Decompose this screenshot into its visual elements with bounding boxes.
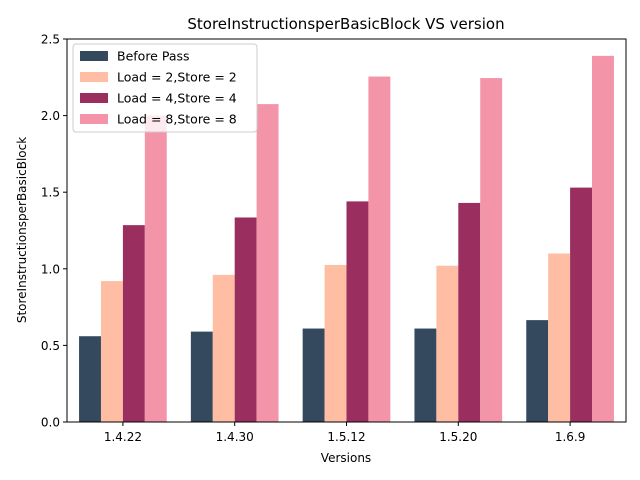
legend-label: Load = 8,Store = 8	[117, 112, 237, 127]
bar-1-4-22-series-2	[100, 281, 123, 422]
x-tick-label: 1.4.22	[104, 430, 142, 444]
bar-1-4-22-series-1	[79, 336, 101, 422]
y-tick-label: 0.5	[41, 339, 60, 353]
legend-swatch	[80, 93, 108, 103]
legend-box	[72, 43, 258, 133]
bar-1-5-12-series-2	[324, 264, 347, 422]
bar-1-4-30-series-3	[234, 217, 257, 422]
legend-swatch	[80, 51, 108, 61]
y-axis-label: StoreInstructionsperBasicBlock	[15, 137, 29, 323]
bar-1-5-20-series-1	[414, 328, 437, 422]
x-tick-label: 1.5.20	[439, 430, 477, 444]
bar-1-5-12-series-3	[346, 201, 369, 422]
legend-swatch	[80, 72, 108, 82]
bar-1-4-30-series-2	[212, 274, 235, 422]
bar-1-6-9-series-4	[592, 55, 614, 422]
bar-1-6-9-series-1	[526, 320, 549, 422]
x-axis: 1.4.22 1.4.30 1.5.12 1.5.20 1.6.9	[104, 422, 586, 444]
legend-label: Load = 2,Store = 2	[117, 70, 237, 85]
x-tick-label: 1.4.30	[216, 430, 254, 444]
y-tick-label: 1.0	[41, 262, 60, 276]
bar-1-6-9-series-3	[570, 187, 593, 422]
y-tick-label: 0.0	[41, 416, 60, 430]
y-tick-label: 2.5	[41, 33, 60, 47]
bar-1-5-20-series-3	[458, 202, 481, 422]
bar-1-4-22-series-4	[144, 115, 167, 422]
x-axis-label: Versions	[321, 451, 371, 465]
bar-1-5-20-series-4	[480, 78, 503, 422]
y-axis: 0.0 0.5 1.0 1.5 2.0 2.5	[41, 33, 67, 430]
y-tick-label: 1.5	[41, 186, 60, 200]
bar-1-5-12-series-4	[368, 76, 391, 422]
x-tick-label: 1.5.12	[327, 430, 365, 444]
y-tick-label: 2.0	[41, 109, 60, 123]
x-tick-label: 1.6.9	[555, 430, 586, 444]
bar-1-4-30-series-4	[256, 104, 279, 423]
legend-label: Load = 4,Store = 4	[117, 91, 237, 106]
bar-1-5-12-series-1	[302, 328, 325, 422]
bars-layer	[79, 55, 614, 423]
bar-1-6-9-series-2	[548, 253, 571, 422]
bar-1-5-20-series-2	[436, 265, 459, 422]
legend: Before Pass Load = 2,Store = 2 Load = 4,St…	[72, 43, 258, 133]
bar-1-4-22-series-3	[122, 225, 145, 422]
bar-1-4-30-series-1	[190, 331, 213, 422]
legend-swatch	[80, 114, 108, 124]
chart-title: StoreInstructionsperBasicBlock VS versio…	[187, 15, 504, 33]
legend-label: Before Pass	[117, 49, 190, 64]
